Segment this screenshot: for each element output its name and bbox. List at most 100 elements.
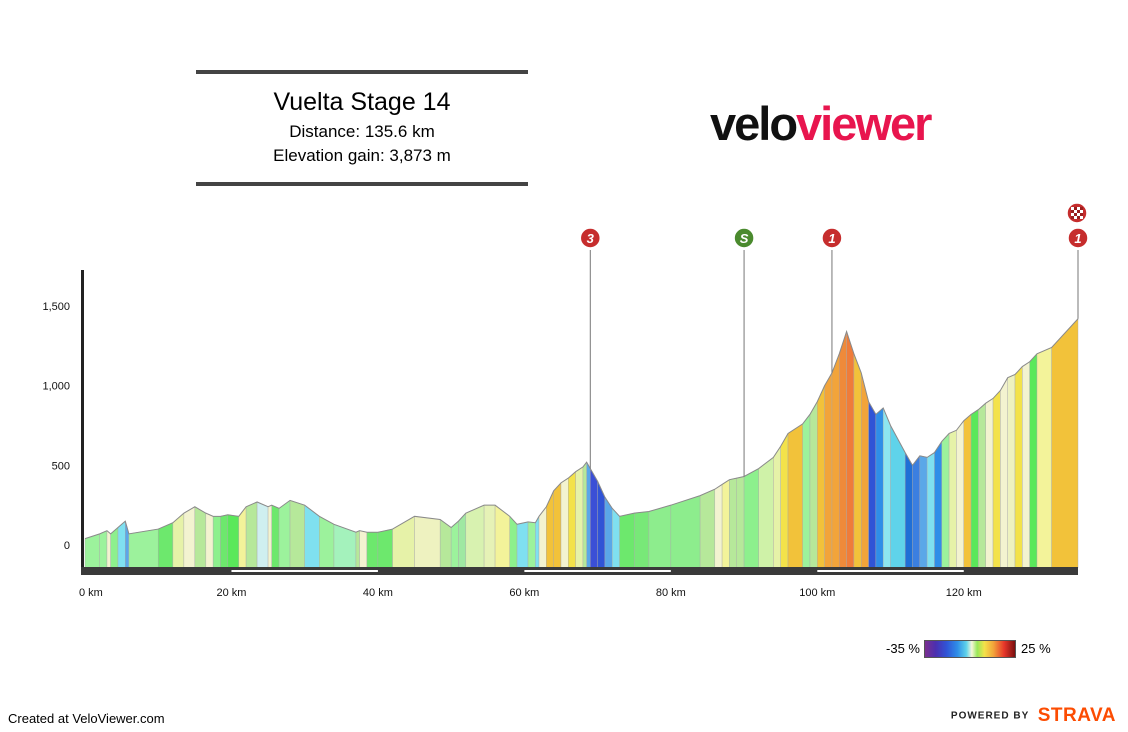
profile-segment bbox=[802, 413, 811, 569]
profile-segment bbox=[392, 515, 415, 569]
profile-segment bbox=[721, 479, 730, 569]
checker-square bbox=[1071, 216, 1074, 219]
profile-segment bbox=[256, 501, 269, 569]
profile-segment bbox=[450, 520, 459, 569]
profile-segment bbox=[619, 512, 635, 569]
checker-square bbox=[1080, 207, 1083, 210]
profile-segment bbox=[366, 532, 379, 569]
profile-segment bbox=[809, 400, 818, 569]
profile-segment bbox=[1022, 361, 1030, 569]
x-axis: 0 km 20 km 40 km 60 km 80 km 100 km 120 km bbox=[79, 567, 1078, 599]
stage-elevation-gain: Elevation gain: 3,873 m bbox=[273, 146, 451, 165]
profile-segment bbox=[183, 506, 196, 569]
profile-segment bbox=[535, 515, 540, 569]
profile-segment bbox=[575, 466, 584, 569]
profile-segment bbox=[787, 423, 803, 569]
profile-segment bbox=[509, 515, 518, 569]
profile-segment bbox=[846, 331, 855, 569]
x-axis-stripe bbox=[817, 570, 964, 572]
profile-segment bbox=[560, 477, 569, 569]
profile-segment bbox=[458, 512, 466, 569]
profile-segment bbox=[586, 461, 591, 569]
profile-segment bbox=[245, 501, 258, 569]
profile-segment bbox=[670, 495, 701, 569]
checker-square bbox=[1080, 216, 1083, 219]
checker-square bbox=[1074, 216, 1077, 219]
profile-segment bbox=[267, 504, 272, 569]
profile-segment bbox=[483, 504, 496, 569]
profile-segment bbox=[883, 407, 891, 569]
climb-markers: 3 S 1 1 bbox=[579, 227, 1089, 477]
y-tick-label: 0 bbox=[64, 540, 70, 552]
profile-segment bbox=[817, 385, 825, 569]
y-tick-label: 500 bbox=[52, 460, 70, 472]
sprint-marker-icon bbox=[733, 227, 755, 249]
profile-segment bbox=[941, 432, 950, 569]
profile-segment bbox=[604, 496, 613, 569]
profile-segment bbox=[538, 506, 547, 569]
x-tick-label: 0 km bbox=[79, 587, 103, 599]
checker-square bbox=[1080, 210, 1083, 213]
profile-segment bbox=[194, 506, 207, 569]
profile-segment bbox=[904, 451, 913, 569]
legend-max-label: 25 % bbox=[1021, 641, 1051, 656]
climb-category-icon bbox=[821, 227, 843, 249]
profile-segment bbox=[465, 504, 485, 569]
profile-segment bbox=[1036, 347, 1052, 569]
profile-segment bbox=[919, 455, 928, 569]
checker-square bbox=[1080, 213, 1083, 216]
stage-title: Vuelta Stage 14 bbox=[273, 88, 451, 116]
profile-segment bbox=[831, 353, 840, 569]
profile-segment bbox=[1051, 318, 1079, 569]
profile-segment bbox=[853, 353, 862, 569]
y-axis: 0 500 1,000 1,500 bbox=[42, 270, 84, 572]
profile-segment bbox=[824, 372, 833, 569]
profile-segment bbox=[773, 445, 781, 569]
checker-square bbox=[1074, 210, 1077, 213]
marker-label: S bbox=[740, 231, 749, 246]
powered-by-strava[interactable]: POWERED BY STRAVA bbox=[951, 705, 1116, 727]
x-tick-label: 40 km bbox=[363, 587, 393, 599]
profile-segment bbox=[992, 389, 1001, 569]
profile-segment bbox=[648, 504, 672, 569]
profile-segment bbox=[912, 455, 921, 569]
profile-segment bbox=[99, 530, 108, 569]
profile-segment bbox=[743, 468, 759, 569]
veloviewer-logo: veloviewer bbox=[710, 100, 932, 147]
checker-square bbox=[1074, 207, 1077, 210]
profile-segment bbox=[1000, 376, 1008, 569]
x-tick-label: 120 km bbox=[946, 587, 982, 599]
profile-segment bbox=[1014, 366, 1023, 569]
climb-category-icon bbox=[1067, 227, 1089, 249]
checker-square bbox=[1071, 210, 1074, 213]
stage-info-box: Vuelta Stage 14 Distance: 135.6 km Eleva… bbox=[196, 70, 528, 188]
profile-segment bbox=[729, 477, 737, 569]
checker-square bbox=[1074, 213, 1077, 216]
profile-segment bbox=[414, 516, 441, 569]
x-tick-label: 60 km bbox=[509, 587, 539, 599]
checker-square bbox=[1077, 207, 1080, 210]
profile-segment bbox=[158, 522, 174, 569]
created-at-link[interactable]: Created at VeloViewer.com bbox=[8, 711, 165, 726]
profile-segment bbox=[377, 528, 393, 569]
profile-segment bbox=[355, 530, 360, 569]
profile-segment bbox=[1029, 353, 1038, 569]
profile-segment bbox=[875, 407, 884, 569]
checker-square bbox=[1071, 207, 1074, 210]
stage-distance: Distance: 135.6 km bbox=[289, 122, 435, 141]
profile-segment bbox=[516, 521, 529, 569]
profile-outline bbox=[84, 318, 1079, 540]
profile-segment bbox=[117, 520, 126, 569]
profile-segment bbox=[868, 400, 877, 569]
title-rule-top bbox=[196, 70, 528, 74]
legend-color-bar bbox=[924, 640, 1016, 658]
x-tick-label: 20 km bbox=[216, 587, 246, 599]
profile-segment bbox=[553, 482, 562, 569]
profile-segment bbox=[926, 452, 935, 569]
profile-segment bbox=[128, 528, 159, 569]
profile-segment bbox=[205, 512, 214, 569]
profile-segment bbox=[220, 514, 228, 569]
checker-square bbox=[1077, 213, 1080, 216]
powered-by-label: POWERED BY bbox=[950, 710, 1030, 722]
profile-segment bbox=[568, 471, 576, 569]
